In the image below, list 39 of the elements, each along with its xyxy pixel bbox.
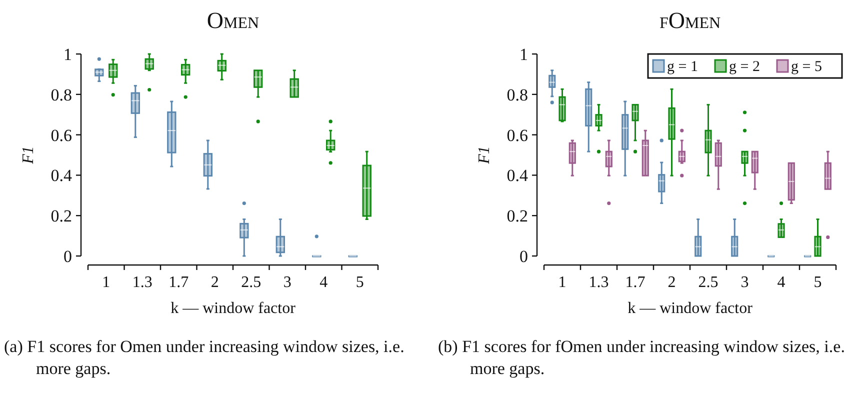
y-tick-label: 0.8 xyxy=(506,85,528,104)
x-tick-label: 2 xyxy=(210,274,219,291)
x-axis-title: k — window factor xyxy=(170,300,296,317)
y-tick-label: 0.4 xyxy=(50,166,72,186)
x-tick-label: 5 xyxy=(356,274,364,291)
x-tick-label: 1.3 xyxy=(132,274,152,291)
y-tick-label: 0.2 xyxy=(506,206,528,226)
y-tick-label: 1 xyxy=(64,44,72,64)
x-axis-title: k — window factor xyxy=(628,300,754,317)
legend-label: g = 1 xyxy=(667,59,698,75)
legend-label: g = 5 xyxy=(791,59,822,75)
y-tick-label: 0.6 xyxy=(506,126,528,145)
x-tick-label: 1.3 xyxy=(588,274,609,291)
x-tick-label: 1 xyxy=(558,274,566,291)
chart-title: Omen xyxy=(206,8,260,33)
x-tick-label: 4 xyxy=(320,274,328,291)
x-tick-label: 1.7 xyxy=(168,274,189,291)
chart-title: fOmen xyxy=(659,8,721,33)
y-tick-label: 0.6 xyxy=(50,126,72,145)
text: (b) F1 scores for fOmen under increasing window sizes, i.e. more gaps. xyxy=(438,337,845,378)
y-axis-title: F1 xyxy=(20,146,37,165)
x-tick-label: 1 xyxy=(102,274,110,291)
x-tick-label: 5 xyxy=(814,274,822,291)
text: (a) F1 scores for Omen under increasing window sizes, i.e. more gaps. xyxy=(4,337,404,378)
y-tick-label: 0.8 xyxy=(50,85,72,104)
y-tick-label: 1 xyxy=(520,44,528,64)
y-tick-label: 0.2 xyxy=(50,206,72,226)
y-tick-label: 0 xyxy=(64,246,72,266)
x-tick-label: 3 xyxy=(740,274,749,291)
x-tick-label: 4 xyxy=(777,274,786,291)
y-axis-title: F1 xyxy=(476,146,493,165)
x-tick-label: 2.5 xyxy=(241,274,262,291)
x-tick-label: 3 xyxy=(283,274,292,291)
y-tick-label: 0 xyxy=(520,246,528,266)
legend-label: g = 2 xyxy=(729,59,760,75)
x-tick-label: 2.5 xyxy=(698,274,718,291)
y-tick-label: 0.4 xyxy=(506,166,528,186)
x-tick-label: 2 xyxy=(668,274,676,291)
x-tick-label: 1.7 xyxy=(625,274,646,291)
